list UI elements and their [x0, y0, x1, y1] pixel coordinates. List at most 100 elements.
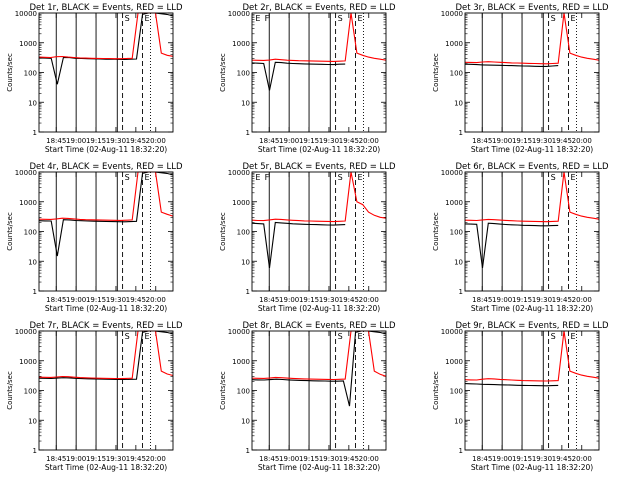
- plot-frame: [38, 171, 174, 292]
- panel-det-8: Det 8r, BLACK = Events, RED = LLD Counts/…: [219, 321, 396, 472]
- series-lld: [251, 12, 387, 62]
- series-lld: [464, 171, 600, 223]
- y-tick-label: 100: [450, 388, 463, 396]
- time-marker: S: [338, 332, 343, 341]
- y-tick-label: 100: [24, 70, 37, 78]
- series-lld: [251, 330, 387, 381]
- x-tick-label: 19:00: [492, 296, 512, 304]
- time-marker: S: [551, 332, 556, 341]
- y-tick-label: 1: [33, 447, 37, 455]
- time-marker: S: [125, 332, 130, 341]
- x-tick-label: 19:15: [512, 137, 532, 145]
- y-tick-label: 10000: [15, 10, 37, 18]
- series-events: [251, 61, 346, 91]
- x-tick-label: 19:15: [86, 296, 106, 304]
- x-axis-label: Start Time (02-Aug-11 18:32:20): [45, 463, 167, 472]
- x-tick-label: 18:45: [259, 455, 279, 463]
- panel-title: Det 6r, BLACK = Events, RED = LLD: [455, 162, 609, 172]
- y-tick-label: 100: [450, 70, 463, 78]
- x-tick-label: 19:00: [492, 137, 512, 145]
- plot-frame: [464, 171, 600, 292]
- x-tick-label: 18:45: [472, 137, 492, 145]
- y-axis-label: Counts/sec: [6, 371, 14, 410]
- x-tick-label: 19:30: [319, 137, 339, 145]
- x-tick-label: 19:45: [552, 137, 572, 145]
- y-tick-label: 10: [28, 258, 37, 266]
- panel-det-5: Det 5r, BLACK = Events, RED = LLD Counts/…: [219, 162, 396, 313]
- x-tick-label: 20:00: [359, 296, 379, 304]
- x-tick-label: 19:15: [512, 455, 532, 463]
- x-tick-label: 19:00: [492, 455, 512, 463]
- x-tick-label: 19:45: [339, 455, 359, 463]
- y-tick-label: 10: [28, 417, 37, 425]
- time-marker: E: [144, 173, 149, 182]
- x-tick-label: 18:45: [259, 296, 279, 304]
- y-tick-label: 10: [28, 99, 37, 107]
- plot-frame: [464, 330, 600, 451]
- x-tick-label: 19:30: [532, 455, 552, 463]
- y-tick-label: 1000: [232, 40, 250, 48]
- y-tick-label: 10000: [441, 169, 463, 177]
- time-marker: S: [551, 14, 556, 23]
- series-lld: [38, 171, 174, 221]
- y-axis-label: Counts/sec: [219, 212, 227, 251]
- panel-det-9: Det 9r, BLACK = Events, RED = LLD Counts/…: [432, 321, 609, 472]
- time-marker: S: [338, 14, 343, 23]
- panel-det-4: Det 4r, BLACK = Events, RED = LLD Counts/…: [6, 162, 183, 313]
- time-marker: E: [357, 14, 362, 23]
- y-tick-label: 10: [241, 417, 250, 425]
- y-tick-label: 1: [246, 447, 250, 455]
- y-tick-label: 1000: [445, 199, 463, 207]
- time-marker: E: [570, 14, 575, 23]
- x-tick-label: 19:00: [279, 137, 299, 145]
- panel-det-6: Det 6r, BLACK = Events, RED = LLD Counts/…: [432, 162, 609, 313]
- y-tick-label: 1: [246, 129, 250, 137]
- y-axis-label: Counts/sec: [432, 53, 440, 92]
- x-tick-label: 20:00: [572, 455, 592, 463]
- x-tick-label: 19:30: [532, 296, 552, 304]
- time-marker: S: [338, 173, 343, 182]
- panel-title: Det 5r, BLACK = Events, RED = LLD: [242, 162, 396, 172]
- series-lld: [464, 12, 600, 65]
- x-tick-label: 18:45: [472, 296, 492, 304]
- y-tick-label: 1: [459, 447, 463, 455]
- x-tick-label: 20:00: [146, 455, 166, 463]
- plot-frame: [251, 171, 387, 292]
- x-axis-label: Start Time (02-Aug-11 18:32:20): [258, 463, 380, 472]
- x-tick-label: 19:30: [532, 137, 552, 145]
- y-tick-label: 1000: [232, 358, 250, 366]
- y-tick-label: 10000: [441, 328, 463, 336]
- y-axis-label: Counts/sec: [432, 371, 440, 410]
- y-tick-label: 1000: [19, 358, 37, 366]
- x-tick-label: 19:30: [319, 296, 339, 304]
- y-tick-label: 1000: [19, 40, 37, 48]
- x-axis-label: Start Time (02-Aug-11 18:32:20): [471, 304, 593, 313]
- x-tick-label: 19:30: [319, 455, 339, 463]
- time-marker: S: [125, 14, 130, 23]
- y-tick-label: 1000: [232, 199, 250, 207]
- x-tick-label: 18:45: [472, 455, 492, 463]
- x-tick-label: 18:45: [46, 296, 66, 304]
- y-tick-label: 1000: [445, 40, 463, 48]
- y-axis-label: Counts/sec: [432, 212, 440, 251]
- x-tick-label: 18:45: [259, 137, 279, 145]
- y-tick-label: 10: [454, 99, 463, 107]
- y-tick-label: 10000: [15, 328, 37, 336]
- time-marker: F: [265, 14, 270, 23]
- x-tick-label: 19:00: [66, 137, 86, 145]
- y-axis-label: Counts/sec: [6, 53, 14, 92]
- x-axis-label: Start Time (02-Aug-11 18:32:20): [258, 145, 380, 154]
- series-events: [38, 171, 174, 257]
- series-events: [464, 222, 559, 268]
- series-events: [251, 330, 387, 407]
- series-lld: [38, 12, 174, 60]
- y-tick-label: 1: [246, 288, 250, 296]
- x-tick-label: 19:00: [279, 296, 299, 304]
- y-tick-label: 1000: [445, 358, 463, 366]
- time-marker: S: [125, 173, 130, 182]
- y-tick-label: 10: [241, 99, 250, 107]
- series-lld: [38, 330, 174, 380]
- panel-title: Det 1r, BLACK = Events, RED = LLD: [29, 3, 183, 13]
- x-tick-label: 19:15: [299, 137, 319, 145]
- y-tick-label: 100: [24, 388, 37, 396]
